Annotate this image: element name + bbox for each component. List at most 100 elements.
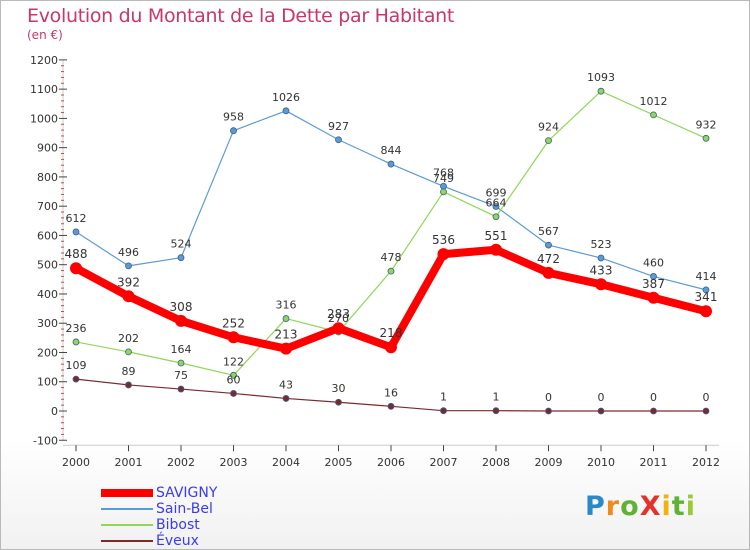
legend-swatch <box>101 540 153 542</box>
y-tick-label: 500 <box>37 259 58 272</box>
data-point <box>125 348 132 356</box>
data-point <box>492 213 500 221</box>
legend-item: Éveux <box>101 533 301 549</box>
data-point <box>650 407 657 415</box>
data-point <box>230 371 237 379</box>
x-tick-label: 2004 <box>272 456 300 469</box>
legend-item: Sain-Bel <box>101 501 301 517</box>
data-label: 699 <box>486 186 507 199</box>
data-label: 433 <box>590 263 613 277</box>
chart-legend: SAVIGNY Sain-Bel Bibost Éveux <box>101 485 301 549</box>
data-label: 924 <box>538 121 559 134</box>
data-label: 524 <box>171 238 192 251</box>
x-tick-label: 2008 <box>482 456 510 469</box>
data-point <box>70 262 82 275</box>
y-tick-label: 700 <box>37 200 58 213</box>
data-point <box>230 127 237 135</box>
data-point <box>177 359 185 367</box>
data-label: 958 <box>223 111 244 124</box>
data-label: 932 <box>696 118 717 131</box>
x-tick-label: 2007 <box>430 456 458 469</box>
logo-letter: r <box>605 491 621 522</box>
data-point <box>125 381 132 389</box>
data-point <box>490 243 502 256</box>
logo-letter: t <box>671 491 686 522</box>
x-tick-label: 2011 <box>640 456 668 469</box>
data-label: 270 <box>328 312 349 325</box>
x-tick-label: 2009 <box>535 456 563 469</box>
chart-title: Evolution du Montant de la Dette par Hab… <box>27 5 455 27</box>
data-label: 1026 <box>272 91 300 104</box>
legend-label: Éveux <box>156 533 199 549</box>
legend-label: Sain-Bel <box>156 501 213 517</box>
data-point <box>597 407 605 415</box>
data-point <box>545 407 552 415</box>
proxiti-logo: ProXiti <box>585 491 696 522</box>
y-tick-label: 100 <box>37 376 58 389</box>
data-label: 387 <box>642 277 665 291</box>
data-point <box>175 314 187 327</box>
data-point <box>387 267 395 275</box>
logo-letter: o <box>620 491 640 522</box>
data-point <box>227 331 240 344</box>
data-label: 551 <box>485 229 508 243</box>
legend-item: SAVIGNY <box>101 485 301 501</box>
data-point <box>597 87 605 95</box>
data-label: 0 <box>545 391 552 404</box>
data-label: 392 <box>117 275 140 289</box>
data-label: 252 <box>222 316 245 330</box>
logo-letter: i <box>661 491 672 522</box>
x-tick-label: 2000 <box>62 456 90 469</box>
data-label: 0 <box>650 391 657 404</box>
data-point <box>72 375 80 383</box>
y-tick-label: 400 <box>37 288 58 301</box>
data-point <box>437 248 450 261</box>
data-label: 612 <box>66 212 87 225</box>
y-tick-label: 600 <box>37 229 58 242</box>
x-tick-label: 2003 <box>220 456 248 469</box>
data-label: 1 <box>440 391 447 404</box>
data-label: 202 <box>118 332 139 345</box>
data-label: 1093 <box>587 71 615 84</box>
legend-label: SAVIGNY <box>156 485 218 501</box>
data-label: 472 <box>537 252 560 266</box>
y-tick-label: 1200 <box>30 54 58 67</box>
data-point <box>440 188 447 196</box>
data-label: 218 <box>380 326 403 340</box>
data-point <box>647 291 660 304</box>
data-point <box>125 262 132 270</box>
logo-letter: X <box>639 491 662 522</box>
data-label: 523 <box>591 238 612 251</box>
data-label: 109 <box>66 359 87 372</box>
data-point <box>387 402 395 410</box>
data-label: 43 <box>279 378 293 391</box>
legend-swatch <box>101 508 153 510</box>
data-label: 283 <box>327 307 350 321</box>
data-point <box>702 286 710 294</box>
data-point <box>72 228 80 236</box>
data-label: 75 <box>174 369 188 382</box>
data-point <box>177 385 185 393</box>
data-point <box>177 254 185 262</box>
data-point <box>545 241 552 249</box>
data-label: 341 <box>695 290 718 304</box>
data-label: 16 <box>384 386 398 399</box>
data-point <box>122 290 135 303</box>
data-point <box>282 315 290 322</box>
logo-letter: P <box>585 491 606 522</box>
data-label: 316 <box>276 299 297 312</box>
data-label: 30 <box>332 382 346 395</box>
data-point <box>650 273 657 280</box>
data-label: 478 <box>381 251 402 264</box>
data-label: 536 <box>432 233 455 247</box>
x-tick-label: 2002 <box>167 456 195 469</box>
data-point <box>542 266 555 279</box>
data-point <box>387 160 395 168</box>
x-tick-label: 2012 <box>692 456 720 469</box>
data-point <box>700 305 712 318</box>
data-point <box>545 137 552 145</box>
data-label: 122 <box>223 355 244 368</box>
y-tick-label: 1000 <box>30 112 58 125</box>
x-tick-label: 2010 <box>587 456 615 469</box>
